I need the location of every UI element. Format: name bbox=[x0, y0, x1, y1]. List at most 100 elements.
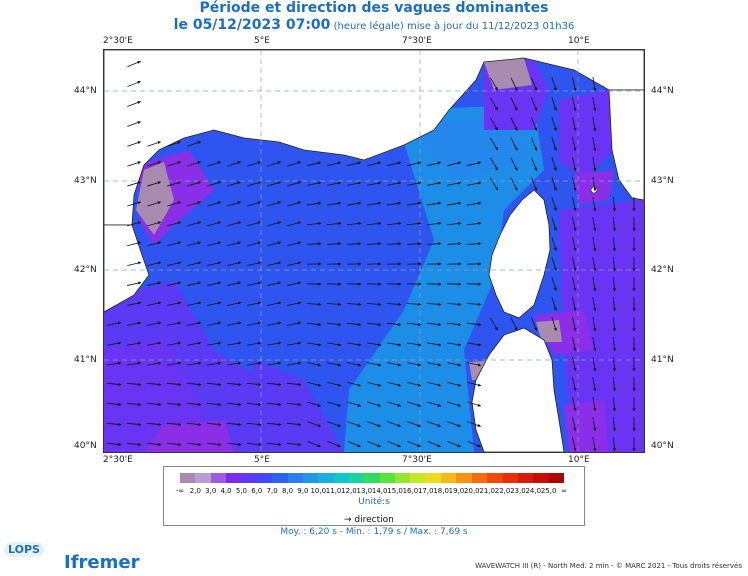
direction-arrow bbox=[207, 181, 222, 187]
direction-arrow bbox=[147, 361, 162, 366]
direction-arrow bbox=[206, 442, 222, 447]
colorbar-swatch bbox=[425, 473, 442, 483]
direction-arrow bbox=[287, 161, 302, 167]
direction-arrow bbox=[147, 301, 162, 306]
direction-arrow bbox=[612, 436, 616, 452]
direction-arrow bbox=[447, 161, 462, 167]
lon-label-bottom-3: 7°30'E bbox=[402, 455, 432, 465]
direction-arrow bbox=[490, 177, 498, 191]
direction-arrow bbox=[387, 381, 402, 387]
direction-arrow bbox=[147, 261, 162, 267]
direction-arrow bbox=[551, 237, 557, 252]
direction-arrow bbox=[286, 422, 302, 427]
direction-arrow bbox=[467, 441, 481, 448]
direction-arrow bbox=[327, 421, 341, 427]
direction-arrow bbox=[167, 201, 182, 207]
colorbar-swatch bbox=[302, 473, 319, 483]
direction-arrow bbox=[612, 256, 616, 272]
lat-label-right-1: 44°N bbox=[651, 86, 674, 96]
direction-arrow bbox=[167, 241, 182, 247]
direction-arrow bbox=[307, 441, 321, 448]
direction-arrow bbox=[592, 377, 597, 392]
direction-arrow bbox=[427, 362, 442, 367]
direction-arrow bbox=[592, 257, 597, 272]
direction-arrow bbox=[407, 441, 421, 448]
direction-arrow bbox=[366, 302, 382, 306]
units-label: Unité:s bbox=[358, 497, 390, 507]
colorbar-swatch bbox=[410, 473, 427, 483]
wave-map-canvas bbox=[104, 50, 644, 452]
direction-arrow bbox=[106, 422, 122, 427]
direction-arrow bbox=[612, 196, 616, 212]
direction-arrow bbox=[571, 257, 577, 272]
direction-arrow bbox=[306, 302, 322, 306]
direction-arrow bbox=[551, 137, 557, 152]
direction-arrow bbox=[267, 261, 282, 267]
direction-arrow bbox=[146, 422, 162, 427]
direction-arrow bbox=[127, 101, 141, 107]
direction-arrow bbox=[592, 177, 597, 192]
colorbar-tick-label: 23,0 bbox=[510, 487, 526, 495]
colorbar-swatch bbox=[210, 473, 227, 483]
direction-arrow bbox=[427, 381, 442, 387]
direction-arrow bbox=[106, 382, 122, 387]
direction-arrow bbox=[592, 297, 597, 312]
direction-arrow bbox=[592, 317, 597, 332]
direction-arrow bbox=[426, 302, 442, 306]
colorbar-tick-label: 25,0 bbox=[540, 487, 557, 495]
lat-label-left-3: 42°N bbox=[74, 265, 97, 275]
direction-arrow bbox=[551, 77, 557, 92]
direction-arrow bbox=[531, 117, 538, 131]
direction-arrow bbox=[187, 341, 202, 346]
direction-arrow bbox=[127, 361, 142, 366]
direction-arrow bbox=[287, 201, 302, 207]
direction-arrow bbox=[571, 77, 577, 92]
colorbar-tick-label: 10,0 bbox=[310, 487, 327, 495]
lon-label-bottom-4: 10°E bbox=[568, 455, 590, 465]
direction-arrow bbox=[446, 221, 462, 226]
wave-map bbox=[103, 49, 645, 453]
direction-arrow bbox=[306, 242, 322, 246]
direction-arrow bbox=[407, 161, 422, 167]
direction-arrow bbox=[327, 342, 342, 347]
direction-arrow bbox=[206, 382, 222, 387]
direction-arrow bbox=[147, 181, 162, 187]
direction-arrow bbox=[466, 221, 482, 226]
direction-arrow bbox=[267, 321, 282, 326]
direction-arrow bbox=[186, 382, 202, 387]
direction-arrow bbox=[187, 201, 202, 207]
direction-arrow bbox=[107, 361, 122, 366]
direction-arrow bbox=[510, 317, 518, 331]
direction-arrow bbox=[227, 301, 242, 306]
direction-arrow bbox=[446, 302, 462, 306]
direction-arrow bbox=[571, 197, 577, 212]
lat-label-right-4: 41°N bbox=[651, 355, 674, 365]
direction-arrow bbox=[246, 382, 262, 387]
direction-arrow bbox=[551, 217, 557, 232]
direction-arrow bbox=[267, 301, 282, 306]
direction-arrow bbox=[166, 382, 182, 387]
direction-arrow bbox=[327, 381, 342, 387]
direction-arrow bbox=[571, 297, 577, 312]
direction-arrow bbox=[306, 221, 322, 226]
direction-arrow bbox=[592, 77, 597, 92]
direction-arrow bbox=[612, 236, 616, 252]
colorbar-swatch bbox=[318, 473, 335, 483]
direction-arrows bbox=[106, 60, 636, 452]
direction-arrow bbox=[286, 442, 302, 447]
direction-arrow bbox=[347, 181, 362, 186]
direction-arrow bbox=[207, 301, 222, 306]
colorbar-swatch bbox=[287, 473, 304, 483]
direction-arrow bbox=[287, 301, 302, 306]
direction-arrow bbox=[146, 402, 162, 407]
direction-arrow bbox=[187, 281, 202, 286]
direction-arrow bbox=[347, 161, 362, 167]
colorbar-tick-label: 2,0 bbox=[189, 487, 201, 495]
update-info: (heure légale) mise à jour du 11/12/2023… bbox=[330, 21, 575, 32]
direction-arrow bbox=[346, 322, 362, 327]
lat-label-left-4: 41°N bbox=[74, 355, 97, 365]
direction-arrow bbox=[227, 241, 242, 247]
map-title: Période et direction des vagues dominant… bbox=[199, 0, 549, 16]
direction-arrow bbox=[531, 177, 538, 191]
direction-arrow bbox=[187, 261, 202, 267]
